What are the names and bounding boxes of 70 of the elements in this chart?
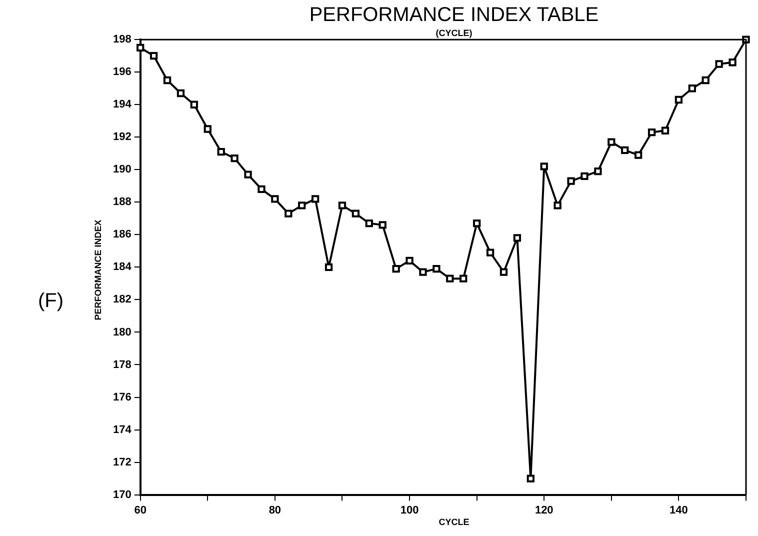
point [298, 202, 306, 210]
point [674, 96, 683, 104]
point [378, 221, 386, 229]
y-tick-label: 184 [112, 261, 132, 274]
x-tick-label: 120 [534, 504, 554, 516]
point [150, 52, 158, 60]
y-tick-label: 178 [112, 358, 132, 371]
point [472, 219, 481, 228]
point [460, 274, 468, 282]
point [554, 202, 562, 210]
point [661, 126, 670, 134]
y-tick-label: 170 [112, 488, 132, 501]
y-tick-label: 180 [112, 326, 132, 338]
point [217, 148, 225, 156]
point [163, 76, 172, 84]
point [230, 154, 238, 162]
y-tick-label: 176 [112, 391, 132, 404]
point [338, 202, 346, 210]
point [688, 84, 696, 92]
point [567, 177, 575, 185]
x-tick-label: 60 [134, 504, 146, 516]
point [486, 248, 494, 256]
point [634, 151, 642, 159]
point [594, 167, 602, 176]
point [526, 474, 534, 482]
y-tick-label: 198 [112, 34, 132, 46]
point [352, 210, 360, 218]
point [580, 172, 588, 180]
x-tick-label: 100 [400, 504, 419, 516]
chart-title: PERFORMANCE INDEX TABLE [308, 4, 600, 27]
point [284, 210, 292, 218]
y-tick-label: 194 [112, 98, 132, 111]
point [419, 268, 427, 276]
y-tick-label: 196 [112, 66, 132, 78]
point [176, 89, 185, 98]
point [621, 146, 629, 154]
x-tick-label: 140 [670, 504, 688, 516]
x-tick-label: 80 [268, 504, 282, 516]
y-tick-label: 182 [112, 294, 132, 306]
y-tick-label: 192 [112, 131, 132, 144]
point [324, 263, 333, 272]
point [392, 265, 400, 273]
point [244, 170, 252, 178]
x-axis-title: CYCLE [438, 517, 470, 527]
y-tick-label: 190 [112, 164, 132, 176]
y-tick-label: 188 [112, 196, 132, 208]
point [513, 234, 522, 242]
point [608, 138, 616, 146]
point [365, 219, 373, 228]
point [500, 268, 508, 276]
point [258, 185, 266, 193]
point [702, 76, 710, 84]
text: (F) [38, 290, 64, 313]
y-tick-label: 172 [112, 456, 132, 468]
chart-subtitle: (CYCLE) [434, 28, 474, 38]
point [136, 44, 144, 52]
point [190, 100, 198, 108]
y-tick-label: 174 [112, 424, 132, 436]
point [540, 162, 548, 170]
point [204, 125, 212, 133]
point [648, 128, 656, 136]
y-axis-title: PERFORMANCE INDEX [93, 220, 103, 320]
point [432, 265, 440, 273]
point [271, 195, 279, 203]
point [715, 60, 723, 68]
point [728, 58, 736, 66]
y-tick-label: 186 [112, 228, 132, 241]
point [311, 195, 320, 203]
point [406, 256, 414, 265]
point [446, 274, 454, 282]
